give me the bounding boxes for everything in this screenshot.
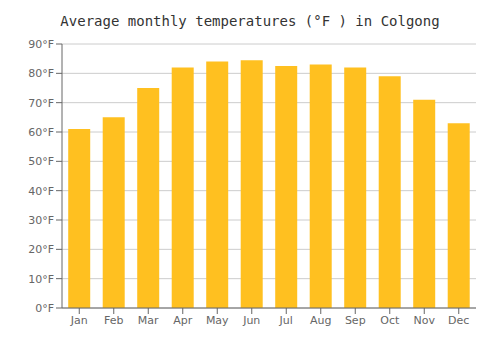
svg-text:50°F: 50°F [28, 155, 54, 168]
svg-text:Jun: Jun [242, 314, 260, 327]
svg-text:0°F: 0°F [35, 302, 54, 315]
svg-text:90°F: 90°F [28, 38, 54, 51]
svg-text:Jul: Jul [279, 314, 293, 327]
svg-text:Apr: Apr [173, 314, 193, 327]
svg-text:Aug: Aug [310, 314, 331, 327]
svg-text:40°F: 40°F [28, 185, 54, 198]
svg-text:Mar: Mar [138, 314, 159, 327]
svg-text:30°F: 30°F [28, 214, 54, 227]
svg-text:May: May [206, 314, 229, 327]
svg-text:Feb: Feb [104, 314, 123, 327]
html-text:Average monthly temperatures (: Average monthly temperatures (°F ) in Co… [60, 13, 440, 29]
svg-text:60°F: 60°F [28, 126, 54, 139]
svg-text:Jan: Jan [70, 314, 88, 327]
svg-text:10°F: 10°F [28, 273, 54, 286]
svg-text:Dec: Dec [448, 314, 469, 327]
svg-text:80°F: 80°F [28, 67, 54, 80]
svg-text:Nov: Nov [414, 314, 436, 327]
svg-text:20°F: 20°F [28, 243, 54, 256]
svg-text:Sep: Sep [345, 314, 366, 327]
svg-text:Oct: Oct [380, 314, 400, 327]
svg-text:70°F: 70°F [28, 97, 54, 110]
